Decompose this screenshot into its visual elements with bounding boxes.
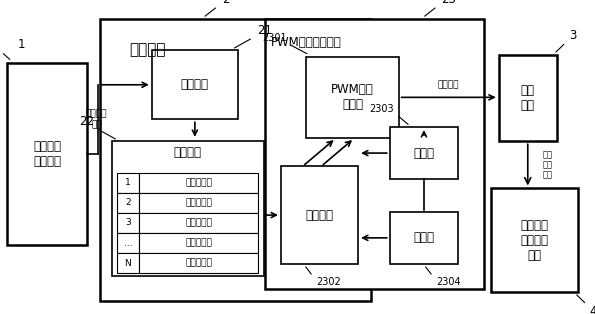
Bar [281, 166, 358, 264]
Text: 1: 1 [125, 178, 131, 187]
Text: 占空比数值: 占空比数值 [185, 178, 212, 187]
Bar [499, 55, 557, 141]
Text: PWM信号执行模块: PWM信号执行模块 [271, 36, 342, 49]
Bar [139, 213, 258, 233]
Text: PWM信号
发生器: PWM信号 发生器 [331, 83, 374, 111]
Bar [117, 213, 139, 233]
Text: 1: 1 [17, 39, 25, 51]
Bar [117, 173, 139, 193]
Text: 调光控制
信号: 调光控制 信号 [86, 110, 108, 129]
Text: 2: 2 [125, 198, 131, 207]
Text: 23: 23 [441, 0, 456, 6]
Bar [491, 188, 578, 292]
Text: 运算模块: 运算模块 [181, 78, 209, 91]
Bar [139, 173, 258, 193]
Text: 3: 3 [569, 29, 576, 42]
Bar [117, 193, 139, 213]
Bar [139, 233, 258, 253]
Bar [390, 212, 458, 264]
Text: 占空比数值: 占空比数值 [185, 219, 212, 227]
Text: 读写模块: 读写模块 [305, 208, 334, 222]
Bar [306, 57, 399, 138]
Text: 驱动
电路: 驱动 电路 [521, 84, 535, 112]
Text: 占空比数值: 占空比数值 [185, 259, 212, 268]
Text: 控制信号: 控制信号 [438, 80, 459, 89]
Text: 驱动电源
输出接口
电路: 驱动电源 输出接口 电路 [521, 219, 549, 262]
Bar [100, 19, 371, 301]
Text: 驱动
控制
信号: 驱动 控制 信号 [543, 150, 553, 180]
Text: 存储单元: 存储单元 [174, 146, 202, 159]
Text: 2303: 2303 [369, 104, 394, 114]
Text: 占空比数值: 占空比数值 [185, 198, 212, 207]
Text: 3: 3 [125, 219, 131, 227]
Text: 占空比数值: 占空比数值 [185, 239, 212, 247]
Bar [152, 50, 238, 119]
Bar [7, 63, 87, 245]
Text: 2: 2 [222, 0, 230, 6]
Text: 2301: 2301 [262, 33, 287, 43]
Text: 定时器: 定时器 [414, 147, 434, 160]
Bar [117, 233, 139, 253]
Text: 调光信号
接口电路: 调光信号 接口电路 [33, 140, 61, 168]
Bar [112, 141, 264, 276]
Text: N: N [124, 259, 131, 268]
Bar [139, 193, 258, 213]
Text: 计数器: 计数器 [414, 231, 434, 244]
Bar [390, 127, 458, 179]
Text: 控制电路: 控制电路 [130, 42, 166, 57]
Text: 21: 21 [257, 24, 272, 37]
Text: 2304: 2304 [436, 277, 461, 287]
Text: 4: 4 [590, 305, 595, 314]
Bar [117, 253, 139, 273]
Bar [265, 19, 484, 289]
Text: 22: 22 [79, 115, 94, 128]
Text: ...: ... [124, 239, 132, 247]
Bar [139, 253, 258, 273]
Text: 2302: 2302 [316, 277, 341, 287]
